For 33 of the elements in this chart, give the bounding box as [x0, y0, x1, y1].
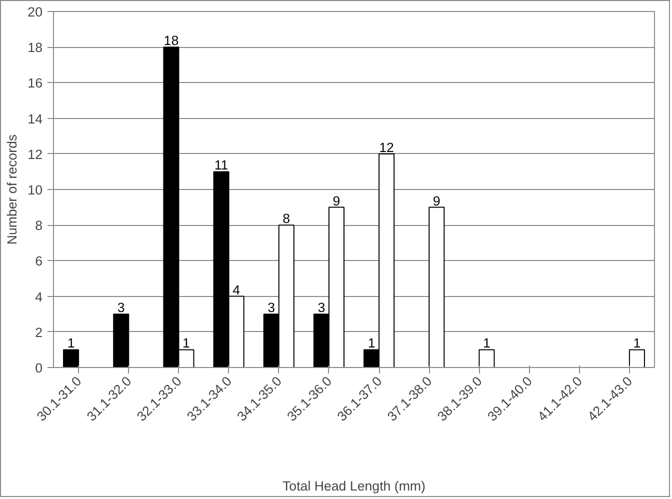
- data-label: 4: [232, 282, 241, 298]
- y-axis-title: Number of records: [4, 134, 20, 245]
- data-label: 1: [182, 336, 190, 351]
- y-tick-label: 8: [35, 218, 43, 234]
- data-label: 1: [483, 336, 490, 351]
- data-label: 1: [633, 336, 641, 351]
- data-label: 11: [214, 158, 228, 173]
- y-tick-label: 4: [35, 289, 44, 304]
- data-label: 9: [332, 193, 340, 208]
- data-label: 9: [432, 193, 440, 208]
- y-tick-label: 18: [28, 40, 43, 56]
- data-label: 1: [67, 336, 75, 351]
- data-label: 1: [368, 336, 376, 351]
- data-label: 3: [117, 300, 125, 316]
- y-tick-label: 16: [28, 76, 43, 91]
- data-label: 3: [268, 300, 276, 316]
- bar: [113, 314, 130, 368]
- y-tick-label: 2: [35, 324, 43, 340]
- bar: [478, 349, 495, 368]
- bar: [628, 349, 645, 368]
- y-tick-label: 12: [28, 146, 43, 162]
- x-axis-title: Total Head Length (mm): [282, 478, 426, 494]
- data-label: 8: [282, 211, 290, 226]
- y-tick-label: 20: [28, 4, 43, 20]
- y-tick-label: 14: [28, 111, 44, 126]
- bar: [63, 349, 80, 368]
- bar: [428, 206, 445, 368]
- data-label: 3: [318, 300, 326, 316]
- y-tick-label: 0: [35, 360, 43, 376]
- y-tick-label: 6: [35, 254, 43, 269]
- data-label: 18: [164, 33, 179, 48]
- y-tick-label: 10: [28, 182, 43, 198]
- data-label: 12: [379, 140, 394, 155]
